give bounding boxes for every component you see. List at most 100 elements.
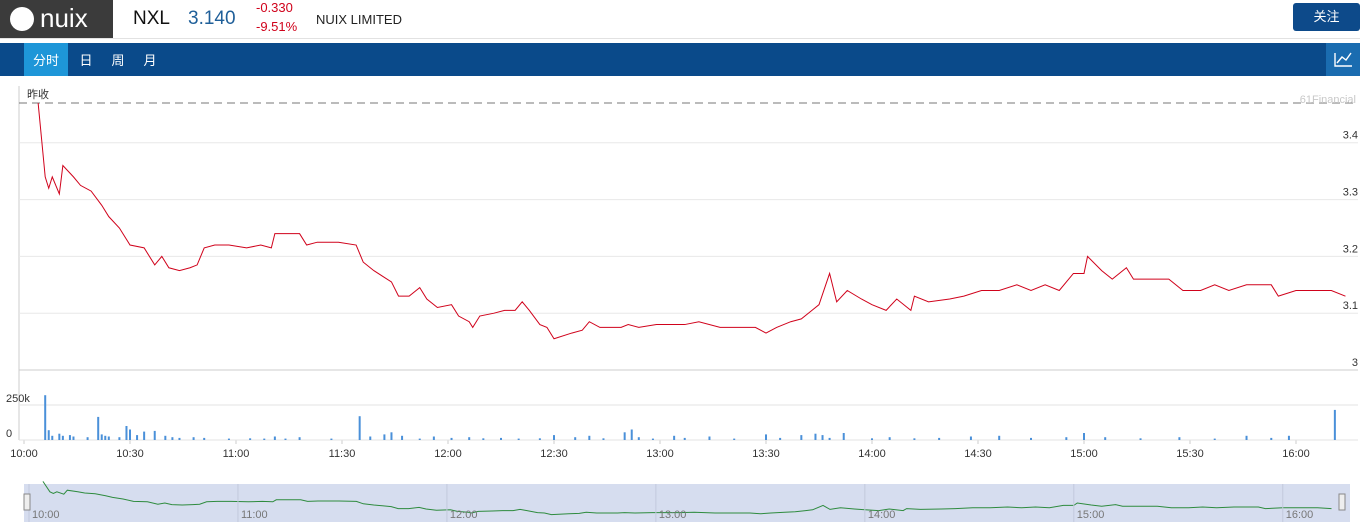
volume-bar xyxy=(1213,438,1216,440)
volume-bar xyxy=(104,435,107,440)
y-tick-label: 3.4 xyxy=(1343,130,1358,142)
navigator-label: 15:00 xyxy=(1077,509,1105,521)
volume-bar xyxy=(468,437,471,440)
watermark: 61Financial xyxy=(1300,94,1356,106)
volume-bar xyxy=(1030,437,1032,440)
volume-bar xyxy=(100,434,103,440)
volume-bar xyxy=(1104,437,1107,440)
volume-bar xyxy=(164,435,167,440)
volume-bar xyxy=(68,435,71,440)
volume-bar xyxy=(1083,433,1085,440)
logo-text: nuix xyxy=(40,3,88,33)
company-name: NUIX LIMITED xyxy=(316,12,402,27)
x-tick-label: 16:00 xyxy=(1282,448,1310,460)
volume-bar xyxy=(1065,437,1068,440)
volume-bar xyxy=(383,434,386,440)
volume-bar xyxy=(263,438,266,440)
volume-bar xyxy=(401,435,404,440)
price-line xyxy=(37,102,1346,340)
change: -0.330 xyxy=(256,0,293,15)
y-tick-label: 250k xyxy=(6,393,30,405)
volume-bar xyxy=(125,426,128,440)
volume-bar xyxy=(814,433,817,440)
x-tick-label: 11:00 xyxy=(223,448,250,460)
volume-bar xyxy=(938,437,941,440)
volume-bar xyxy=(450,437,453,440)
x-tick-label: 15:30 xyxy=(1176,448,1204,460)
volume-bar xyxy=(588,435,591,440)
volume-bar xyxy=(47,430,50,440)
navigator-label: 10:00 xyxy=(32,509,60,521)
navigator-label: 16:00 xyxy=(1286,509,1314,521)
volume-bar xyxy=(136,435,139,440)
volume-bar xyxy=(249,438,252,440)
volume-bar xyxy=(86,437,89,440)
volume-bar xyxy=(1287,435,1290,440)
x-tick-label: 14:00 xyxy=(858,448,886,460)
volume-bar xyxy=(969,436,972,440)
y-tick-label: 0 xyxy=(6,428,12,440)
chart-toggle[interactable] xyxy=(1326,43,1360,76)
volume-bar xyxy=(118,437,121,440)
header: nuix NXL 3.140 -0.330 -9.51% NUIX LIMITE… xyxy=(0,0,1360,39)
volume-bar xyxy=(842,433,845,440)
y-tick-label: 3.1 xyxy=(1343,300,1358,312)
volume-bar xyxy=(630,429,633,440)
navigator-label: 14:00 xyxy=(868,509,896,521)
volume-bar xyxy=(298,437,301,440)
x-tick-label: 10:30 xyxy=(116,448,144,460)
volume-bar xyxy=(171,437,174,440)
volume-bar xyxy=(97,416,100,440)
volume-bar xyxy=(602,438,605,440)
volume-bar xyxy=(61,435,64,440)
navigator-label: 11:00 xyxy=(241,509,268,521)
x-tick-label: 13:00 xyxy=(646,448,674,460)
volume-bar xyxy=(538,438,541,440)
tab[interactable]: 日 xyxy=(79,53,93,68)
tab[interactable]: 分时 xyxy=(24,43,68,76)
reference-label: 昨收 xyxy=(27,87,49,101)
x-tick-label: 13:30 xyxy=(752,448,780,460)
navigator-label: 12:00 xyxy=(450,509,478,521)
volume-bar xyxy=(143,431,146,440)
volume-bar xyxy=(673,435,676,440)
x-tick-label: 12:00 xyxy=(434,448,462,460)
tab[interactable]: 月 xyxy=(143,53,157,68)
volume-bar xyxy=(203,437,206,440)
volume-bar xyxy=(517,438,520,440)
volume-bar xyxy=(1333,409,1336,440)
navigator-handle xyxy=(23,493,31,511)
volume-bar xyxy=(871,438,873,440)
navigator-handle xyxy=(1338,493,1346,511)
volume-bar xyxy=(913,438,916,440)
volume-bar xyxy=(58,433,61,440)
x-tick-label: 15:00 xyxy=(1070,448,1098,460)
logo[interactable]: nuix xyxy=(0,0,113,38)
price: 3.140 xyxy=(188,8,236,29)
volume-bar xyxy=(765,434,767,440)
volume-bar xyxy=(192,437,195,440)
volume-bar xyxy=(800,435,803,440)
volume-bar xyxy=(129,429,131,440)
volume-bar xyxy=(500,437,502,440)
navigator-label: 13:00 xyxy=(659,509,687,521)
follow-button[interactable]: 关注 xyxy=(1293,3,1360,31)
x-tick-label: 11:30 xyxy=(329,448,356,460)
chart-icon xyxy=(1334,52,1352,67)
volume-bar xyxy=(683,437,686,440)
volume-bar xyxy=(623,432,626,440)
volume-bar xyxy=(708,436,711,440)
symbol: NXL xyxy=(133,8,170,29)
volume-bar xyxy=(44,395,47,440)
volume-bar xyxy=(779,437,782,440)
y-tick-label: 3.3 xyxy=(1343,187,1358,199)
volume-bar xyxy=(651,438,654,440)
tab[interactable]: 周 xyxy=(111,53,125,68)
volume-bar xyxy=(1245,435,1248,440)
volume-bar xyxy=(390,432,393,440)
volume-bar xyxy=(51,435,54,440)
volume-bar xyxy=(107,436,110,440)
x-tick-label: 12:30 xyxy=(540,448,568,460)
volume-bar xyxy=(1178,437,1181,440)
